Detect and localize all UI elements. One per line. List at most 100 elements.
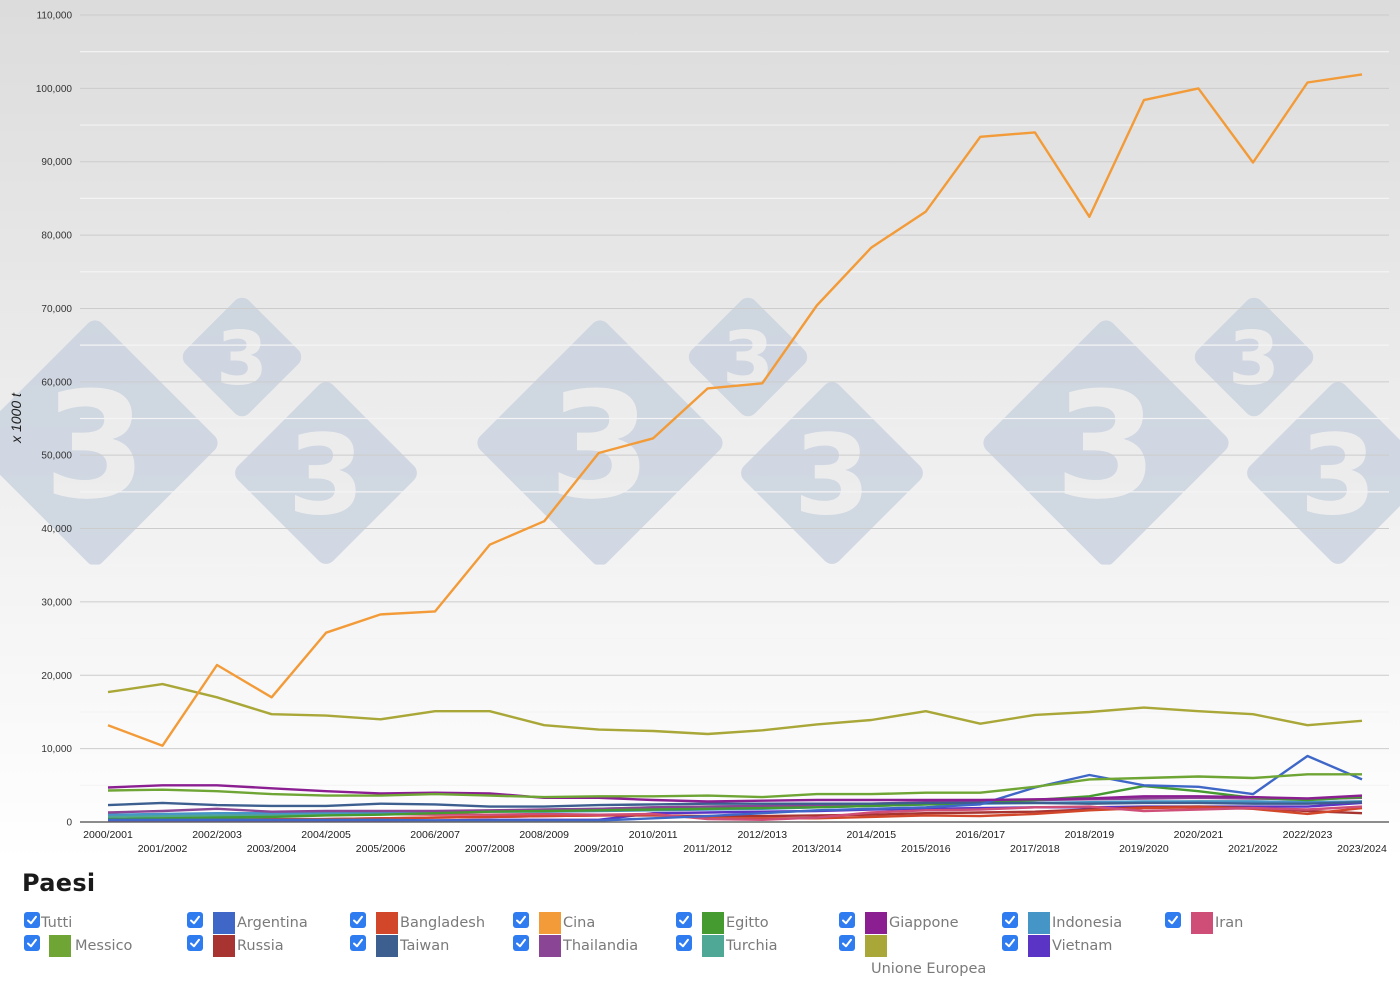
x-tick-label: 2016/2017 bbox=[956, 829, 1006, 841]
legend-item-all[interactable]: Tutti bbox=[22, 912, 182, 934]
checkbox-checked-icon[interactable] bbox=[1002, 912, 1018, 928]
x-tick-label: 2020/2021 bbox=[1174, 829, 1224, 841]
y-axis-label: x 1000 t bbox=[8, 392, 24, 444]
x-tick-label: 2018/2019 bbox=[1065, 829, 1115, 841]
x-tick-label: 2001/2002 bbox=[138, 843, 188, 855]
x-tick-label: 2019/2020 bbox=[1119, 843, 1169, 855]
y-tick-label: 90,000 bbox=[41, 157, 72, 168]
svg-text:3: 3 bbox=[794, 412, 871, 540]
legend-title: Paesi bbox=[22, 869, 96, 897]
y-tick-label: 50,000 bbox=[41, 451, 72, 462]
legend-item-thailandia[interactable]: Thailandia bbox=[511, 935, 671, 957]
line-chart: 3 3 3 3 3 3 3 3 3 0 10,000 20,000 30,000 40,000 50,000… bbox=[0, 0, 1400, 862]
legend-label: Turchia bbox=[726, 938, 778, 954]
checkbox-checked-icon[interactable] bbox=[24, 912, 40, 928]
legend-item-turchia[interactable]: Turchia bbox=[674, 935, 834, 957]
chart-canvas: 333 333 333010,00020,00030,00040,00050,000… bbox=[0, 0, 1400, 862]
legend-item-giappone[interactable]: Giappone bbox=[837, 912, 997, 934]
svg-text:3: 3 bbox=[722, 317, 773, 402]
x-tick-label: 2011/2012 bbox=[683, 843, 732, 855]
x-tick-label: 2008/2009 bbox=[519, 829, 569, 841]
x-tick-label: 2023/2024 bbox=[1337, 843, 1387, 855]
checkbox-checked-icon[interactable] bbox=[187, 912, 203, 928]
legend-item-russia[interactable]: Russia bbox=[185, 935, 345, 957]
checkbox-checked-icon[interactable] bbox=[839, 935, 855, 951]
legend-item-taiwan[interactable]: Taiwan bbox=[348, 935, 508, 957]
x-tick-label: 2021/2022 bbox=[1228, 843, 1278, 855]
checkbox-checked-icon[interactable] bbox=[839, 912, 855, 928]
x-tick-label: 2022/2023 bbox=[1283, 829, 1333, 841]
series-line-argentina[interactable] bbox=[108, 754, 1363, 822]
y-tick-label: 10,000 bbox=[41, 744, 72, 755]
series-line-cina[interactable] bbox=[107, 73, 1363, 747]
x-tick-label: 2002/2003 bbox=[192, 829, 242, 841]
color-swatch-icon bbox=[539, 912, 561, 934]
color-swatch-icon bbox=[49, 935, 71, 957]
legend-label: Tutti bbox=[41, 915, 73, 931]
checkbox-checked-icon[interactable] bbox=[676, 912, 692, 928]
checkbox-checked-icon[interactable] bbox=[676, 935, 692, 951]
legend-label: Giappone bbox=[889, 915, 959, 931]
y-tick-label: 20,000 bbox=[41, 671, 72, 682]
svg-text:3: 3 bbox=[1228, 317, 1279, 402]
svg-text:3: 3 bbox=[216, 317, 267, 402]
series-line-thailandia[interactable] bbox=[107, 796, 1363, 814]
x-tick-label: 2017/2018 bbox=[1010, 843, 1060, 855]
legend-item-iran[interactable]: Iran bbox=[1163, 912, 1323, 934]
svg-text:3: 3 bbox=[288, 412, 365, 540]
x-tick-label: 2000/2001 bbox=[83, 829, 133, 841]
series-line-egitto[interactable] bbox=[107, 784, 1363, 821]
checkbox-checked-icon[interactable] bbox=[1002, 935, 1018, 951]
legend-label: Iran bbox=[1215, 915, 1244, 931]
checkbox-checked-icon[interactable] bbox=[350, 912, 366, 928]
series-lines bbox=[107, 73, 1363, 822]
x-tick-label: 2014/2015 bbox=[846, 829, 896, 841]
legend-item-argentina[interactable]: Argentina bbox=[185, 912, 345, 934]
checkbox-checked-icon[interactable] bbox=[1165, 912, 1181, 928]
x-tick-label: 2009/2010 bbox=[574, 843, 624, 855]
x-tick-label: 2007/2008 bbox=[465, 843, 515, 855]
series-line-taiwan[interactable] bbox=[107, 801, 1363, 808]
legend-item-egitto[interactable]: Egitto bbox=[674, 912, 834, 934]
legend-label: Russia bbox=[237, 938, 284, 954]
color-swatch-icon bbox=[539, 935, 561, 957]
legend-label: Argentina bbox=[237, 915, 308, 931]
x-tick-label: 2013/2014 bbox=[792, 843, 842, 855]
series-line-unione-europea[interactable] bbox=[107, 682, 1363, 736]
color-swatch-icon bbox=[1191, 912, 1213, 934]
series-line-giappone[interactable] bbox=[107, 784, 1363, 803]
checkbox-checked-icon[interactable] bbox=[187, 935, 203, 951]
x-tick-label: 2010/2011 bbox=[629, 829, 678, 841]
legend-label: Egitto bbox=[726, 915, 769, 931]
legend-item-unione-europea[interactable]: Unione Europea bbox=[837, 935, 997, 977]
y-tick-label: 80,000 bbox=[41, 231, 72, 242]
checkbox-checked-icon[interactable] bbox=[513, 912, 529, 928]
y-tick-label: 100,000 bbox=[36, 84, 73, 95]
x-tick-label: 2012/2013 bbox=[737, 829, 787, 841]
y-tick-label: 30,000 bbox=[41, 597, 72, 608]
x-tick-label: 2015/2016 bbox=[901, 843, 951, 855]
legend-item-messico[interactable]: Messico bbox=[22, 935, 182, 957]
legend-item-indonesia[interactable]: Indonesia bbox=[1000, 912, 1160, 934]
checkbox-checked-icon[interactable] bbox=[24, 935, 40, 951]
checkbox-checked-icon[interactable] bbox=[350, 935, 366, 951]
color-swatch-icon bbox=[702, 935, 724, 957]
y-tick-label: 70,000 bbox=[41, 304, 72, 315]
y-tick-label: 0 bbox=[66, 818, 72, 829]
svg-text:3: 3 bbox=[1300, 412, 1377, 540]
color-swatch-icon bbox=[376, 935, 398, 957]
color-swatch-icon bbox=[865, 935, 887, 957]
y-tick-label: 40,000 bbox=[41, 524, 72, 535]
legend-label: Taiwan bbox=[400, 938, 450, 954]
legend-label: Unione Europea bbox=[871, 961, 987, 977]
series-line-messico[interactable] bbox=[107, 773, 1362, 799]
legend-item-bangladesh[interactable]: Bangladesh bbox=[348, 912, 508, 934]
legend-label: Vietnam bbox=[1052, 938, 1113, 954]
legend-label: Cina bbox=[563, 915, 596, 931]
legend-label: Thailandia bbox=[563, 938, 639, 954]
checkbox-checked-icon[interactable] bbox=[513, 935, 529, 951]
x-tick-label: 2003/2004 bbox=[247, 843, 297, 855]
legend-item-vietnam[interactable]: Vietnam bbox=[1000, 935, 1160, 957]
color-swatch-icon bbox=[702, 912, 724, 934]
legend-item-cina[interactable]: Cina bbox=[511, 912, 671, 934]
